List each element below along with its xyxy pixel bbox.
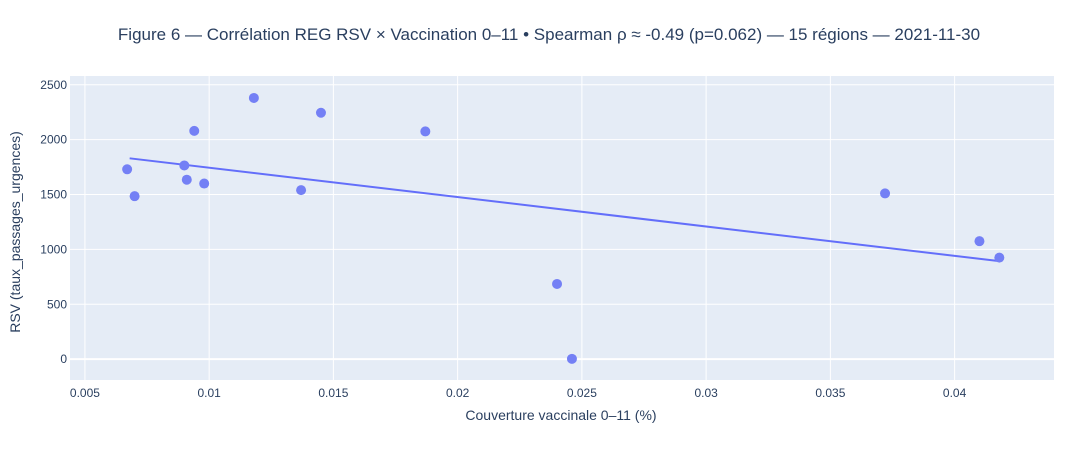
trendline xyxy=(129,157,1000,263)
y-tick-label: 1000 xyxy=(40,242,67,256)
data-points xyxy=(122,92,1005,364)
y-tick-label: 2000 xyxy=(40,133,67,147)
y-axis-ticks: 0 500 1000 1500 2000 2500 xyxy=(40,78,67,366)
x-tick-label: 0.015 xyxy=(318,386,348,400)
x-axis-title: Couverture vaccinale 0–11 (%) xyxy=(465,407,656,423)
data-point xyxy=(199,178,210,189)
data-point xyxy=(566,353,577,364)
x-tick-label: 0.005 xyxy=(70,386,100,400)
data-point xyxy=(181,174,192,185)
data-point xyxy=(974,236,985,247)
x-tick-label: 0.035 xyxy=(815,386,845,400)
trendline-layer xyxy=(129,157,1000,263)
y-tick-label: 2500 xyxy=(40,78,67,92)
x-tick-label: 0.03 xyxy=(694,386,718,400)
data-point xyxy=(122,164,133,175)
x-tick-label: 0.01 xyxy=(197,386,221,400)
y-tick-label: 500 xyxy=(47,297,67,311)
chart-title: Figure 6 — Corrélation REG RSV × Vaccina… xyxy=(118,25,980,44)
x-tick-label: 0.02 xyxy=(446,386,470,400)
x-tick-label: 0.025 xyxy=(567,386,597,400)
data-point xyxy=(552,278,563,289)
x-tick-label: 0.04 xyxy=(943,386,967,400)
data-point xyxy=(179,160,190,171)
data-point xyxy=(248,92,259,103)
data-point xyxy=(129,191,140,202)
plot-area xyxy=(70,76,1054,380)
data-point xyxy=(296,185,307,196)
data-point xyxy=(189,125,200,136)
y-tick-label: 1500 xyxy=(40,188,67,202)
data-point xyxy=(880,188,891,199)
data-point xyxy=(315,107,326,118)
x-axis-ticks: 0.005 0.01 0.015 0.02 0.025 0.03 0.035 0.04 xyxy=(70,386,967,400)
data-point xyxy=(420,126,431,137)
y-tick-label: 0 xyxy=(60,352,67,366)
data-point xyxy=(994,252,1005,263)
y-axis-title: RSV (taux_passages_urgences) xyxy=(7,131,23,333)
grid-lines xyxy=(70,76,1054,380)
